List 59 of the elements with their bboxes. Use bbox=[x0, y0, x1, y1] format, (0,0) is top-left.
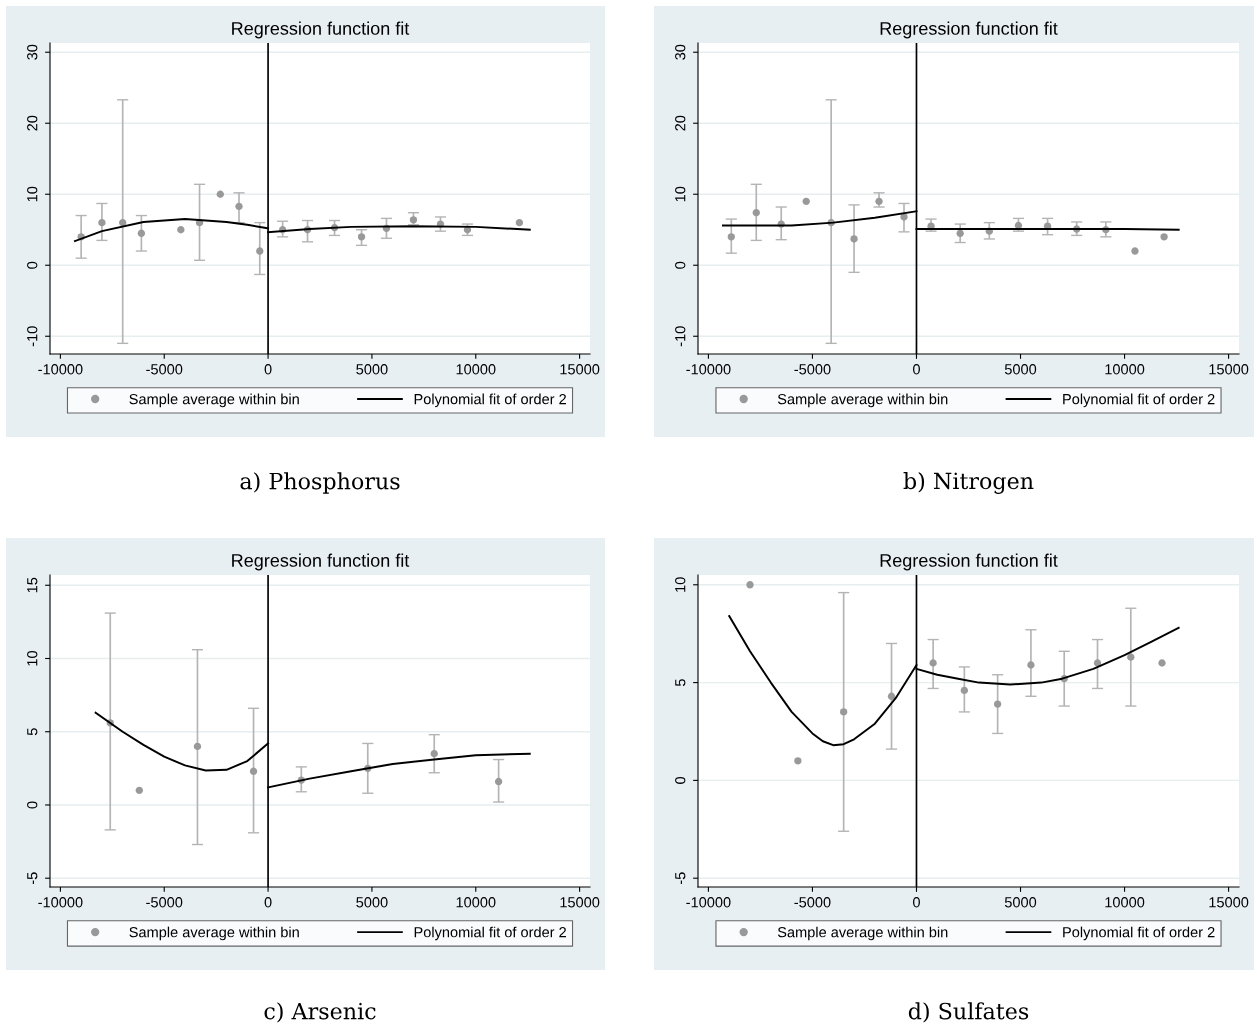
chart-title: Regression function fit bbox=[880, 553, 1058, 571]
x-tick-label: 10000 bbox=[456, 897, 496, 908]
x-tick-label: 10000 bbox=[1105, 364, 1145, 375]
y-tick-label: 20 bbox=[675, 115, 686, 131]
legend-label: Polynomial fit of order 2 bbox=[1063, 393, 1215, 408]
legend-label: Sample average within bin bbox=[129, 926, 299, 941]
y-tick-label: 5 bbox=[27, 728, 38, 736]
text: b) Nitrogen bbox=[903, 472, 1034, 494]
y-tick-label: 10 bbox=[27, 650, 38, 666]
x-tick-label: 10000 bbox=[1105, 897, 1145, 908]
legend-label: Sample average within bin bbox=[129, 393, 299, 408]
y-tick-label: 0 bbox=[27, 801, 38, 809]
x-tick-label: -5000 bbox=[794, 897, 831, 908]
y-tick-label: -5 bbox=[675, 872, 686, 885]
chart-title: Regression function fit bbox=[880, 21, 1058, 39]
text: c) Arsenic bbox=[264, 1002, 376, 1023]
x-tick-label: 15000 bbox=[1209, 897, 1249, 908]
x-tick-label: -10000 bbox=[38, 364, 83, 375]
x-tick-label: 0 bbox=[264, 897, 272, 908]
y-tick-label: -5 bbox=[27, 872, 38, 885]
x-tick-label: 0 bbox=[913, 364, 920, 375]
x-tick-label: 5000 bbox=[356, 364, 388, 375]
legend-label: Sample average within bin bbox=[777, 926, 948, 941]
x-tick-label: 15000 bbox=[560, 364, 600, 375]
legend-label: Polynomial fit of order 2 bbox=[1063, 926, 1215, 941]
legend-label: Polynomial fit of order 2 bbox=[414, 926, 566, 941]
y-tick-label: 10 bbox=[675, 186, 686, 202]
x-tick-label: -5000 bbox=[794, 364, 831, 375]
x-tick-label: -5000 bbox=[146, 897, 183, 908]
y-tick-label: 0 bbox=[27, 261, 38, 269]
legend-label: Sample average within bin bbox=[777, 393, 948, 408]
x-tick-label: -10000 bbox=[686, 364, 731, 375]
chart-title: Regression function fit bbox=[232, 21, 410, 39]
y-tick-label: 10 bbox=[675, 577, 686, 592]
text: a) Phosphorus bbox=[240, 472, 400, 494]
x-tick-label: 0 bbox=[264, 364, 272, 375]
y-tick-label: 0 bbox=[675, 776, 686, 784]
y-tick-label: 10 bbox=[27, 186, 38, 202]
text: d) Sulfates bbox=[908, 1002, 1029, 1023]
x-tick-label: 5000 bbox=[356, 897, 388, 908]
y-tick-label: 5 bbox=[675, 679, 686, 687]
y-tick-label: 0 bbox=[675, 261, 686, 269]
x-tick-label: 0 bbox=[913, 897, 920, 908]
x-tick-label: 5000 bbox=[1004, 897, 1037, 908]
chart-title: Regression function fit bbox=[232, 553, 410, 571]
x-tick-label: 15000 bbox=[1209, 364, 1249, 375]
y-tick-label: -10 bbox=[675, 326, 686, 347]
y-tick-label: 30 bbox=[27, 44, 38, 60]
y-tick-label: -10 bbox=[27, 326, 38, 347]
y-tick-label: 15 bbox=[27, 577, 38, 593]
x-tick-label: 10000 bbox=[456, 364, 496, 375]
y-tick-label: 20 bbox=[27, 115, 38, 131]
y-tick-label: 30 bbox=[675, 44, 686, 60]
x-tick-label: 5000 bbox=[1004, 364, 1037, 375]
x-tick-label: -10000 bbox=[686, 897, 731, 908]
x-tick-label: -5000 bbox=[146, 364, 183, 375]
x-tick-label: 15000 bbox=[560, 897, 600, 908]
x-tick-label: -10000 bbox=[38, 897, 83, 908]
legend-label: Polynomial fit of order 2 bbox=[414, 393, 566, 408]
